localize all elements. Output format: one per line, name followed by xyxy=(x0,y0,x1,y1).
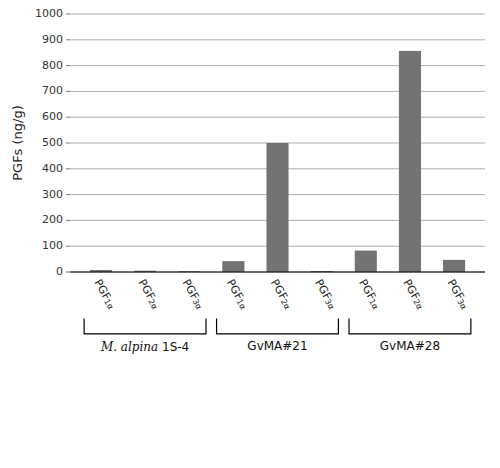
y-tick xyxy=(66,39,70,40)
grid-line xyxy=(70,117,485,118)
group-bracket xyxy=(349,318,471,333)
y-tick-label: 800 xyxy=(42,59,63,72)
group-label: GvMA#28 xyxy=(380,339,440,353)
y-tick-label: 300 xyxy=(42,188,63,201)
grid-line xyxy=(70,14,485,15)
x-tick-label: PGF2α xyxy=(268,277,295,311)
y-tick xyxy=(66,272,70,273)
x-tick-label: PGF1α xyxy=(356,277,383,311)
chart-container: 0 100 200 300 400 500 600 700 800 900 1000 PGFs (ng… xyxy=(0,0,500,468)
group-label: GvMA#21 xyxy=(247,339,307,353)
group-label: M. alpina 1S-4 xyxy=(100,339,189,353)
x-tick-label: PGF3α xyxy=(312,277,339,311)
bar xyxy=(266,143,288,272)
bar xyxy=(443,260,465,272)
y-tick-label: 100 xyxy=(42,239,63,252)
y-tick-label: 1000 xyxy=(35,7,63,20)
y-tick xyxy=(66,91,70,92)
y-tick-label: 500 xyxy=(42,136,63,149)
x-tick-label: PGF3α xyxy=(445,277,472,311)
grid-line xyxy=(70,39,485,40)
chart-svg: 0 100 200 300 400 500 600 700 800 900 1000 PGFs (ng… xyxy=(0,0,500,468)
y-tick-label: 900 xyxy=(42,33,63,46)
x-tick-label: PGF2α xyxy=(136,277,163,311)
y-tick xyxy=(66,65,70,66)
group-bracket xyxy=(84,318,206,333)
y-tick-label: 400 xyxy=(42,162,63,175)
y-tick xyxy=(66,14,70,15)
grid xyxy=(70,14,485,272)
y-tick xyxy=(66,168,70,169)
y-tick xyxy=(66,194,70,195)
x-axis-line xyxy=(70,272,485,273)
y-tick-label: 600 xyxy=(42,110,63,123)
y-axis-label: PGFs (ng/g) xyxy=(10,105,25,181)
y-tick xyxy=(66,246,70,247)
grid-line xyxy=(70,272,485,273)
bar xyxy=(355,251,377,272)
y-tick xyxy=(66,220,70,221)
grid-line xyxy=(70,65,485,66)
x-tick-label: PGF3α xyxy=(180,277,207,311)
y-tick-label: 200 xyxy=(42,213,63,226)
bar xyxy=(222,261,244,272)
grid-line xyxy=(70,91,485,92)
bars xyxy=(90,51,465,272)
x-tick-label: PGF1α xyxy=(224,277,251,311)
bar xyxy=(399,51,421,272)
y-tick xyxy=(66,143,70,144)
y-tick xyxy=(66,117,70,118)
y-tick-label: 700 xyxy=(42,84,63,97)
x-tick-label: PGF1α xyxy=(91,277,118,311)
y-tick-label: 0 xyxy=(56,265,63,278)
group-bracket xyxy=(217,318,339,333)
x-tick-label: PGF2α xyxy=(400,277,427,311)
